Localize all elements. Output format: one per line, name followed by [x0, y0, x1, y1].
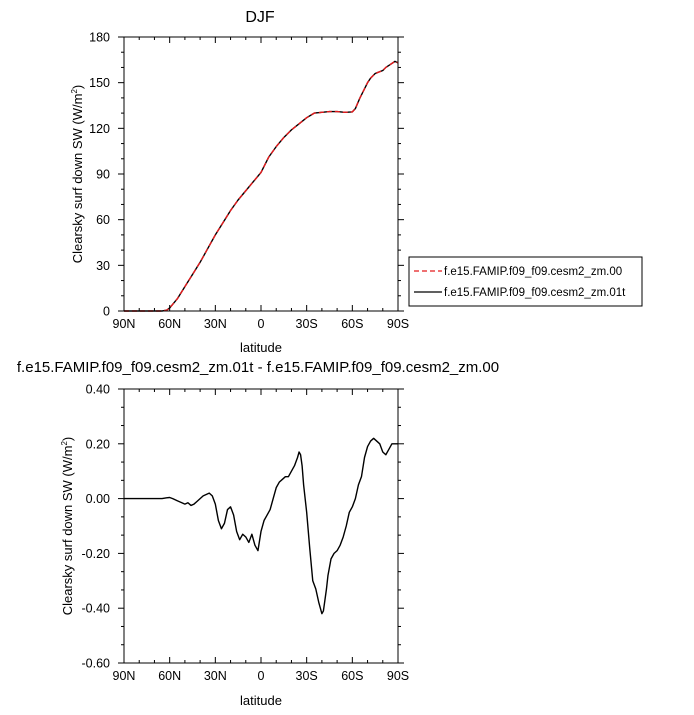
bottom-y-tick-label: 0.20 [86, 437, 110, 451]
bottom-y-axis-label-sup: 2 [60, 441, 69, 446]
legend-box [408, 256, 643, 307]
bottom-x-tick-label: 90S [387, 669, 409, 683]
bottom-chart-ticks: 90N 60N 30N 0 30S 60S 90S -0.60 -0.40 -0.20 0.00 0.… [82, 383, 410, 684]
top-y-tick-label: 60 [96, 213, 110, 227]
bottom-y-axis-label: Clearsky surf down SW (W/m2) [60, 437, 75, 616]
top-x-tick-label: 60S [341, 317, 363, 331]
top-y-axis-label: Clearsky surf down SW (W/m2) [70, 85, 85, 264]
top-x-tick-label: 0 [258, 317, 265, 331]
top-series-line-1 [124, 60, 399, 312]
bottom-x-tick-label: 30N [204, 669, 227, 683]
top-x-tick-label: 30N [204, 317, 227, 331]
bottom-x-tick-label: 30S [296, 669, 318, 683]
bottom-x-axis-label: latitude [240, 693, 282, 708]
top-panel: DJF 90N 60N 30N 0 30S 60S 90S0306090120150180 … [70, 9, 643, 355]
bottom-y-tick-label: -0.20 [82, 547, 111, 561]
top-y-tick-label: 120 [89, 122, 110, 136]
top-chart-title: DJF [245, 9, 275, 26]
bottom-x-tick-label: 60S [341, 669, 363, 683]
top-chart-series [124, 60, 399, 312]
top-y-axis-label-close: ) [70, 85, 85, 89]
top-y-axis-label-main: Clearsky surf down SW (W/m [70, 94, 85, 264]
top-y-tick-label: 90 [96, 168, 110, 182]
bottom-y-tick-label: -0.60 [82, 657, 111, 671]
top-series-line-0 [124, 60, 399, 312]
top-x-axis-label: latitude [240, 340, 282, 355]
bottom-chart-series [124, 437, 398, 615]
top-plot-frame [123, 36, 399, 312]
bottom-y-tick-label: -0.40 [82, 602, 111, 616]
bottom-y-tick-label: 0.40 [86, 383, 110, 397]
bottom-x-tick-label: 90N [113, 669, 136, 683]
legend-label-series-00: f.e15.FAMIP.f09_f09.cesm2_zm.00 [444, 266, 622, 278]
top-y-tick-label: 30 [96, 259, 110, 273]
top-x-tick-label: 30S [296, 317, 318, 331]
bottom-chart-title: f.e15.FAMIP.f09_f09.cesm2_zm.01t - f.e15… [17, 359, 499, 376]
bottom-x-tick-label: 0 [258, 669, 265, 683]
bottom-series-line-0 [124, 437, 398, 615]
top-y-tick-label: 180 [89, 31, 110, 45]
top-y-tick-label: 150 [89, 76, 110, 90]
top-x-tick-label: 90N [113, 317, 136, 331]
bottom-plot-frame [123, 388, 399, 664]
legend-label-series-01t: f.e15.FAMIP.f09_f09.cesm2_zm.01t [444, 287, 626, 299]
top-x-tick-label: 60N [158, 317, 181, 331]
top-legend: f.e15.FAMIP.f09_f09.cesm2_zm.00 f.e15.FA… [408, 256, 643, 307]
bottom-y-tick-label: 0.00 [86, 492, 110, 506]
top-y-tick-label: 0 [103, 305, 110, 319]
bottom-x-tick-label: 60N [158, 669, 181, 683]
bottom-panel: f.e15.FAMIP.f09_f09.cesm2_zm.01t - f.e15… [17, 359, 499, 708]
bottom-y-axis-label-main: Clearsky surf down SW (W/m [60, 446, 75, 616]
top-x-tick-label: 90S [387, 317, 409, 331]
top-chart-ticks: 90N 60N 30N 0 30S 60S 90S 0 30 60 90 120 150 180 [89, 31, 409, 332]
top-y-axis-label-sup: 2 [70, 89, 79, 94]
bottom-y-axis-label-close: ) [60, 437, 75, 441]
